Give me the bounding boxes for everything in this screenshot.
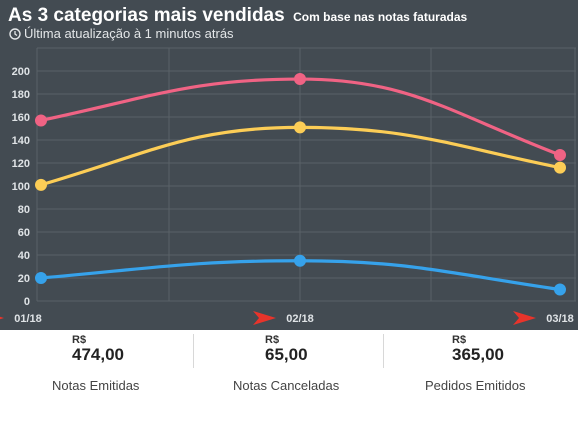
stat-value: 365,00 xyxy=(452,345,504,364)
data-point xyxy=(35,178,47,191)
stat-currency: R$ xyxy=(72,334,87,346)
y-tick-label: 160 xyxy=(12,112,30,124)
line-chart: 0 20 40 60 80 100 120 140 160 180 200 01/18 02/18 03/… xyxy=(0,47,576,325)
y-tick-label: 120 xyxy=(12,158,30,170)
stat-label: Notas Canceladas xyxy=(233,378,340,393)
stat-value: 474,00 xyxy=(72,345,124,364)
stat-currency: R$ xyxy=(452,334,467,346)
x-tick-label: 02/18 xyxy=(286,313,314,325)
summary-stats: R$ 474,00 Notas Emitidas R$ 65,00 Notas … xyxy=(0,330,578,433)
stat-value: 65,00 xyxy=(265,345,308,364)
y-tick-label: 200 xyxy=(12,66,30,78)
stat-label: Notas Emitidas xyxy=(52,378,140,393)
arrow-marker-icon xyxy=(513,311,536,325)
stat-label: Pedidos Emitidos xyxy=(425,378,526,393)
chart-panel: 0 20 40 60 80 100 120 140 160 180 200 01/18 02/18 03/… xyxy=(0,0,578,330)
data-point xyxy=(294,73,306,86)
last-update: Última atualização à 1 minutos atrás xyxy=(9,26,234,41)
y-tick-label: 140 xyxy=(12,135,30,147)
chart-title: As 3 categorias mais vendidas xyxy=(8,5,285,26)
stat-divider xyxy=(383,334,384,368)
y-tick-label: 80 xyxy=(18,204,30,216)
chart-subtitle: Com base nas notas faturadas xyxy=(293,10,468,24)
stat-currency: R$ xyxy=(265,334,280,346)
x-tick-label: 01/18 xyxy=(14,313,42,325)
y-tick-label: 180 xyxy=(12,89,30,101)
stat-pedidos-emitidos: R$ 365,00 Pedidos Emitidos xyxy=(383,330,578,400)
y-tick-label: 40 xyxy=(18,250,30,262)
y-tick-label: 0 xyxy=(24,296,30,308)
data-point xyxy=(294,121,306,134)
stat-notas-emitidas: R$ 474,00 Notas Emitidas xyxy=(0,330,193,400)
clock-icon xyxy=(9,27,21,40)
stat-divider xyxy=(193,334,194,368)
arrow-marker-icon xyxy=(0,316,4,320)
y-tick-label: 20 xyxy=(18,273,30,285)
y-tick-label: 60 xyxy=(18,227,30,239)
arrow-marker-icon xyxy=(253,311,276,325)
data-point xyxy=(554,283,566,296)
data-point xyxy=(35,114,47,127)
data-point xyxy=(294,254,306,267)
x-tick-label: 03/18 xyxy=(546,313,574,325)
y-tick-label: 100 xyxy=(12,181,30,193)
stat-notas-canceladas: R$ 65,00 Notas Canceladas xyxy=(193,330,383,400)
data-point xyxy=(554,148,566,161)
data-point xyxy=(35,272,47,284)
data-point xyxy=(554,161,566,174)
chart-header: As 3 categorias mais vendidas Com base n… xyxy=(8,5,467,27)
last-update-text: Última atualização à 1 minutos atrás xyxy=(24,26,234,41)
